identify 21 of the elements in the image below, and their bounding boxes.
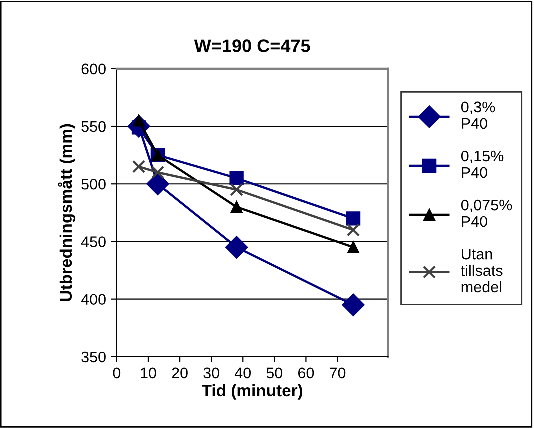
x-tick-label: 30: [204, 368, 220, 379]
y-tick-label: 600: [82, 64, 106, 75]
y-tick-label: 450: [81, 236, 106, 248]
legend-label: 0,075% P40: [461, 200, 512, 228]
x-tick-label: 70: [330, 368, 346, 379]
x-axis-title: Tid (minuter): [202, 384, 303, 400]
legend-label: Utan tillsats medel: [461, 249, 503, 293]
legend-label: 0,15% P40: [461, 150, 504, 178]
x-tick-label: 40: [234, 368, 252, 379]
x-tick-label: 20: [172, 368, 188, 379]
y-tick-label: 500: [82, 178, 106, 190]
y-tick-label: 400: [81, 294, 106, 306]
x-tick-label: 50: [266, 368, 283, 379]
chart-title: W=190 C=475: [194, 40, 310, 52]
legend-label: 0,3% P40: [461, 102, 496, 130]
y-tick-label: 550: [82, 121, 106, 132]
x-tick-label: 0: [113, 368, 121, 379]
x-tick-label: 10: [141, 368, 156, 379]
y-axis-title: Utbredningsmått (mm): [58, 124, 76, 302]
y-tick-label: 350: [82, 352, 106, 363]
x-tick-label: 60: [298, 368, 314, 379]
